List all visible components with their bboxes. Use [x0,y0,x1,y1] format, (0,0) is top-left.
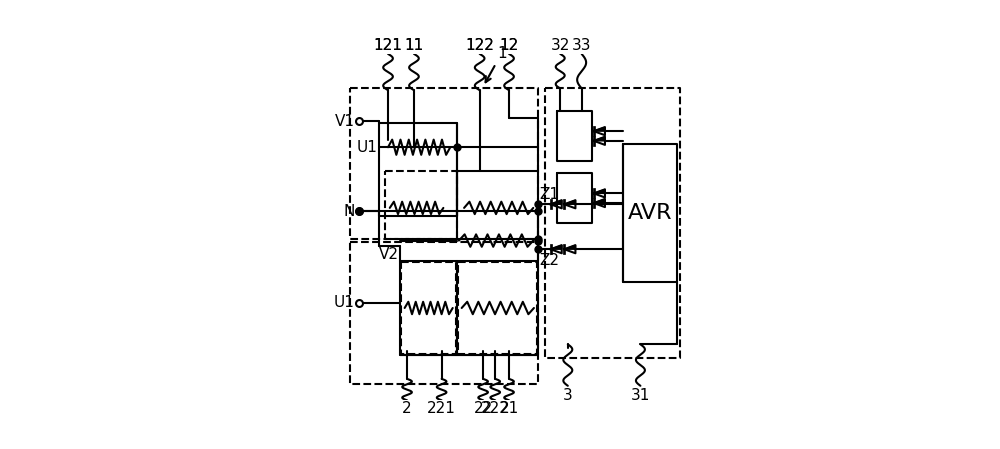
Polygon shape [564,200,575,204]
Polygon shape [594,137,605,141]
Text: 122: 122 [465,38,494,53]
Text: 3: 3 [563,387,573,402]
Text: 121: 121 [374,38,402,53]
Polygon shape [594,189,605,194]
Polygon shape [551,200,562,204]
Text: U1: U1 [357,140,378,155]
Text: Z1: Z1 [539,186,559,202]
Text: U1: U1 [334,295,355,310]
Text: AVR: AVR [628,203,672,223]
Text: N: N [343,204,355,219]
Text: 12: 12 [499,38,519,53]
Text: V1: V1 [335,114,355,129]
Text: 1: 1 [497,46,507,61]
Text: 11: 11 [404,38,424,53]
Text: 121: 121 [374,38,402,53]
Polygon shape [564,245,575,249]
Text: 12: 12 [499,38,519,53]
Polygon shape [594,127,605,131]
Text: 31: 31 [631,387,650,402]
Text: V2: V2 [379,247,399,262]
Polygon shape [594,199,605,203]
Text: 11: 11 [404,38,424,53]
Text: 2: 2 [402,401,412,416]
Text: 33: 33 [572,38,591,53]
Text: Z2: Z2 [539,253,559,268]
Polygon shape [551,245,562,249]
Text: 22: 22 [473,401,493,416]
Text: 122: 122 [465,38,494,53]
Text: 221: 221 [427,401,456,416]
Text: 32: 32 [551,38,570,53]
Text: 21: 21 [499,401,519,416]
Text: 222: 222 [481,401,510,416]
